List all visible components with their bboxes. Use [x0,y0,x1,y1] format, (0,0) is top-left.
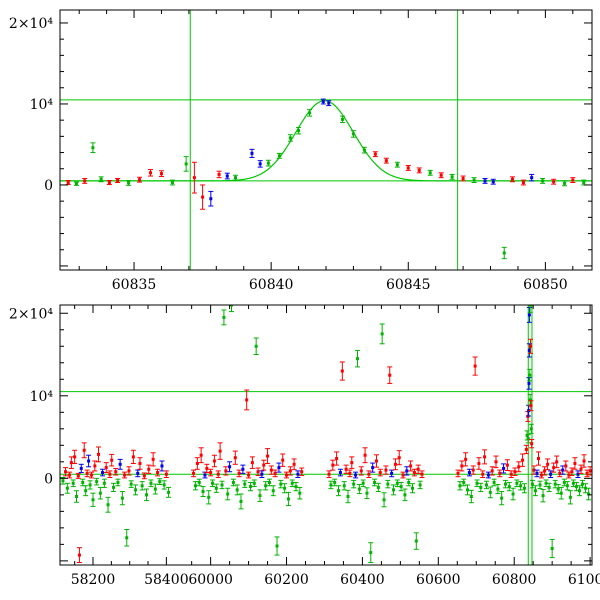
y-tick-label: 0 [44,471,53,487]
tick-labels: 60835 60840 60845 60850 0 10⁴ 2×10⁴ [9,16,568,293]
x-tick-label: 60835 [112,277,157,293]
panel-frame [59,9,593,271]
full-lightcurve-panel: 58200 58400 60000 60200 60400 60600 60800 6100 0… [9,304,600,588]
event-zoom-panel: 60835 60840 60845 60850 0 10⁴ 2×10⁴ [9,9,593,293]
y-tick-label: 2×10⁴ [9,16,53,32]
x-tick-label: 60800 [492,572,537,588]
tick-labels: 58200 58400 60000 60200 60400 60600 60800 6100 0… [9,306,600,588]
x-tick-label: 60400 [340,572,385,588]
x-tick-label: 58400 [144,572,189,588]
panel-frame [59,304,593,566]
x-tick-label: 60000 [188,572,233,588]
x-tick-label: 60850 [523,277,568,293]
axis-ticks [60,305,592,565]
x-tick-label: 60845 [386,277,431,293]
x-tick-label: 60600 [416,572,461,588]
model-curve [60,100,591,182]
y-tick-label: 10⁴ [30,97,54,113]
axis-ticks [60,10,592,270]
data-points [65,98,587,260]
y-tick-label: 2×10⁴ [9,306,53,322]
data-points [60,305,592,564]
x-tick-label: 60200 [264,572,309,588]
y-tick-label: 10⁴ [30,389,54,405]
x-tick-label: 60840 [249,277,294,293]
x-tick-label: 58200 [71,572,116,588]
y-tick-label: 0 [44,178,53,194]
